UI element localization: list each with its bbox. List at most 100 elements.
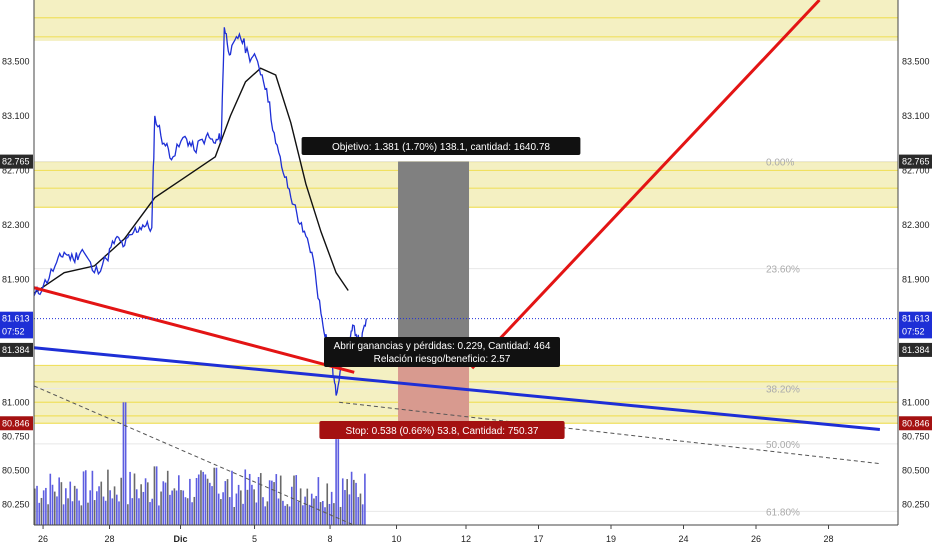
volume-bar bbox=[310, 493, 313, 525]
volume-bar bbox=[341, 478, 344, 525]
trendline bbox=[34, 346, 881, 432]
volume-bar bbox=[195, 478, 198, 525]
volume-bar bbox=[202, 471, 204, 525]
volume-bar bbox=[306, 488, 309, 525]
volume-bar bbox=[286, 504, 289, 525]
volume-bar bbox=[240, 490, 242, 525]
volume-bar bbox=[251, 484, 253, 525]
target-label-text: Objetivo: 1.381 (1.70%) 138.1, cantidad:… bbox=[332, 142, 550, 153]
volume-bar bbox=[335, 439, 337, 525]
volume-bar bbox=[193, 496, 196, 525]
volume-bar bbox=[36, 485, 38, 525]
y-tick-label-right: 83.500 bbox=[902, 56, 930, 66]
volume-bar bbox=[264, 506, 267, 525]
x-tick-label: 17 bbox=[533, 534, 543, 544]
volume-bar bbox=[45, 487, 47, 525]
volume-bar bbox=[73, 485, 76, 525]
y-tick-label-right: 83.100 bbox=[902, 111, 930, 121]
volume-bar bbox=[357, 497, 360, 525]
volume-bar bbox=[359, 493, 362, 525]
ratio-label-text: Relación riesgo/beneficio: 2.57 bbox=[374, 354, 511, 365]
stop-label: Stop: 0.538 (0.66%) 53.8, Cantidad: 750.… bbox=[319, 421, 565, 439]
volume-bar bbox=[120, 477, 123, 525]
volume-bar bbox=[178, 475, 180, 525]
x-tick-label: 19 bbox=[606, 534, 616, 544]
volume-bar bbox=[49, 473, 52, 525]
target-label-bg bbox=[301, 137, 581, 155]
volume-bar bbox=[89, 490, 91, 525]
volume-bar bbox=[186, 498, 189, 525]
volume-bar bbox=[275, 474, 278, 525]
volume-bar bbox=[151, 498, 154, 525]
y-tick-label-right: 81.900 bbox=[902, 275, 930, 285]
volume-bar bbox=[98, 486, 100, 525]
volume-bar bbox=[184, 497, 187, 525]
volume-bar bbox=[58, 477, 60, 525]
volume-bar bbox=[257, 476, 260, 525]
x-tick-label: 26 bbox=[38, 534, 48, 544]
volume-bar bbox=[124, 402, 127, 525]
volume-bar bbox=[153, 466, 156, 525]
volume-bar bbox=[69, 481, 72, 525]
volume-bar bbox=[34, 488, 36, 525]
volume-bar bbox=[326, 483, 329, 525]
fib-label: 0.00% bbox=[766, 158, 794, 169]
price-tag-left bbox=[0, 416, 33, 431]
volume-bar bbox=[204, 474, 207, 525]
volume-bar bbox=[146, 482, 149, 525]
pnl-label-bg bbox=[324, 337, 560, 367]
volume-bar bbox=[302, 505, 304, 525]
y-tick-label-right: 80.750 bbox=[902, 431, 930, 441]
volume-bar bbox=[122, 402, 125, 525]
volume-bar bbox=[293, 475, 295, 525]
volume-bar bbox=[166, 470, 169, 525]
volume-bar bbox=[71, 501, 74, 525]
fib-label: 23.60% bbox=[766, 265, 800, 276]
volume-bar bbox=[319, 502, 322, 525]
volume-bar bbox=[197, 474, 200, 525]
zone-band bbox=[34, 0, 898, 41]
volume-bar bbox=[259, 473, 262, 525]
volume-bar bbox=[78, 500, 80, 525]
volume-bar bbox=[273, 482, 275, 525]
x-tick-label: 10 bbox=[392, 534, 402, 544]
volume-bar bbox=[350, 471, 353, 525]
x-tick-label: Dic bbox=[174, 534, 188, 544]
volume-bar bbox=[42, 490, 45, 525]
volume-bar bbox=[282, 500, 284, 525]
pnl-label-text: Abrir ganancias y pérdidas: 0.229, Canti… bbox=[334, 341, 551, 352]
dashed-trendline bbox=[34, 385, 355, 525]
volume-bar bbox=[80, 505, 83, 525]
volume-bar bbox=[255, 502, 258, 525]
volume-bar bbox=[217, 493, 220, 525]
volume-bar bbox=[228, 497, 231, 525]
volume-bar bbox=[297, 501, 300, 525]
volume-bar bbox=[244, 469, 247, 525]
price-tag-left-text: 81.613 bbox=[2, 314, 30, 324]
volume-bar bbox=[129, 471, 131, 525]
volume-bar bbox=[62, 504, 65, 525]
volume-bar bbox=[337, 439, 340, 525]
volume-bar bbox=[47, 504, 49, 525]
fib-label: 61.80% bbox=[766, 507, 800, 518]
volume-bar bbox=[142, 491, 145, 525]
volume-bar bbox=[118, 501, 120, 525]
volume-bar bbox=[290, 486, 293, 525]
y-tick-label-right: 80.500 bbox=[902, 465, 930, 475]
volume-bar bbox=[308, 504, 311, 525]
stop-label-text: Stop: 0.538 (0.66%) 53.8, Cantidad: 750.… bbox=[346, 426, 539, 437]
y-tick-label-left: 80.250 bbox=[2, 500, 30, 510]
volume-bar bbox=[113, 486, 116, 525]
price-tag-right-text: 81.384 bbox=[902, 345, 930, 355]
volume-bar bbox=[93, 500, 96, 525]
volume-bar bbox=[191, 502, 193, 525]
fib-label: 38.20% bbox=[766, 385, 800, 396]
volume-bar bbox=[213, 467, 216, 525]
y-tick-label-right: 82.700 bbox=[902, 165, 930, 175]
volume-bar bbox=[127, 504, 129, 525]
volume-bar bbox=[164, 482, 167, 525]
volume-bar bbox=[284, 505, 286, 525]
volume-bar bbox=[333, 503, 335, 525]
